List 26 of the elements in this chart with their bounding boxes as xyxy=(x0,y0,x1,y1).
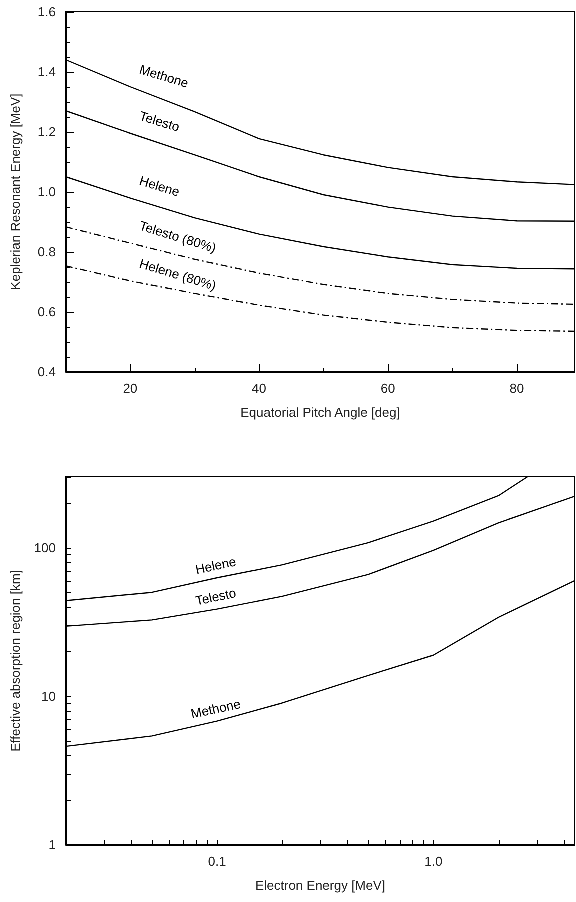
y-tick-label: 100 xyxy=(34,540,56,556)
text: Helene (80%) xyxy=(138,256,218,294)
y-tick-label: 1.0 xyxy=(38,184,56,200)
y-tick-label: 0.4 xyxy=(38,364,56,380)
text: Helene xyxy=(194,554,238,578)
y-tick-label: 10 xyxy=(42,688,56,704)
y-tick-label: 1.6 xyxy=(38,4,56,20)
x-tick-label: 80 xyxy=(510,381,524,396)
y-tick-label: 1.2 xyxy=(38,124,56,140)
y-axis-title: Effective absorption region [km] xyxy=(8,570,23,752)
x-axis-title: Equatorial Pitch Angle [deg] xyxy=(240,405,400,420)
text: Methone xyxy=(190,696,242,722)
text: Helene xyxy=(138,173,182,200)
text: Telesto xyxy=(194,585,238,609)
text: Telesto xyxy=(138,108,182,135)
x-axis-title: Electron Energy [MeV] xyxy=(255,878,386,893)
x-tick-label: 40 xyxy=(252,381,267,396)
y-tick-label: 0.6 xyxy=(38,304,56,320)
y-tick-label: 0.8 xyxy=(38,244,56,260)
x-tick-label: 20 xyxy=(123,381,138,396)
text: Telesto (80%) xyxy=(138,218,218,256)
x-tick-label: 60 xyxy=(380,381,396,396)
y-axis-title: Keplerian Resonant Energy [MeV] xyxy=(8,94,23,290)
y-tick-label: 1 xyxy=(48,838,56,852)
y-tick-label: 1.4 xyxy=(38,64,56,80)
x-tick-label: 0.1 xyxy=(208,854,226,869)
